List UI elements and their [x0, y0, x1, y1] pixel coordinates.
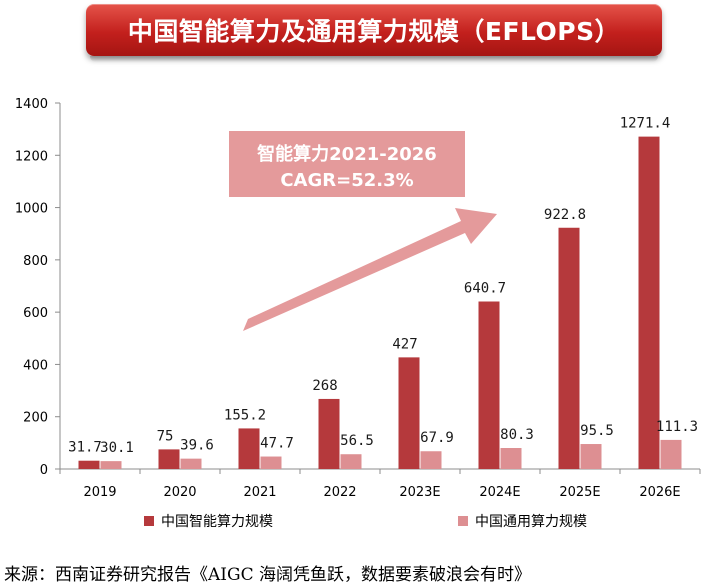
data-label-general-compute: 80.3 — [500, 427, 534, 443]
cagr-callout-line2: CAGR=52.3% — [280, 170, 413, 191]
data-label-general-compute: 39.6 — [180, 438, 214, 454]
y-tick-label: 1000 — [15, 202, 48, 217]
x-tick-label: 2024E — [479, 485, 520, 500]
cagr-callout-line1: 智能算力2021-2026 — [257, 143, 437, 165]
data-label-general-compute: 67.9 — [420, 430, 454, 446]
data-label-intelligent-compute: 31.7 — [68, 440, 102, 456]
x-tick-label: 2019 — [83, 485, 116, 500]
bar-general-compute — [420, 451, 442, 469]
legend-label: 中国智能算力规模 — [161, 514, 273, 530]
bar-general-compute — [180, 458, 202, 469]
source-note: 来源：西南证券研究报告《AIGC 海阔凭鱼跃，数据要素破浪会有时》 — [4, 565, 531, 585]
x-tick-label: 2020 — [163, 485, 196, 500]
x-tick-label: 2026E — [639, 485, 680, 500]
bar-intelligent-compute — [478, 301, 500, 469]
data-label-intelligent-compute: 640.7 — [464, 281, 506, 297]
data-label-general-compute: 56.5 — [340, 433, 374, 449]
x-tick-label: 2025E — [559, 485, 600, 500]
x-tick-label: 2022 — [323, 485, 356, 500]
y-tick-label: 200 — [23, 411, 48, 426]
bar-intelligent-compute — [78, 460, 100, 469]
data-label-general-compute: 111.3 — [656, 419, 698, 435]
bar-general-compute — [260, 456, 282, 469]
data-label-intelligent-compute: 922.8 — [544, 207, 586, 223]
bar-intelligent-compute — [638, 136, 660, 469]
legend-swatch — [458, 516, 468, 526]
x-tick-label: 2023E — [399, 485, 440, 500]
bar-intelligent-compute — [558, 227, 580, 469]
y-tick-label: 1200 — [15, 149, 48, 164]
bar-intelligent-compute — [398, 357, 420, 469]
legend-label: 中国通用算力规模 — [475, 514, 587, 530]
y-tick-label: 600 — [23, 306, 48, 321]
y-tick-label: 800 — [23, 254, 48, 269]
trend-arrow — [243, 208, 497, 331]
y-tick-label: 1400 — [15, 97, 48, 112]
y-tick-label: 0 — [40, 463, 48, 478]
bar-intelligent-compute — [158, 449, 180, 469]
data-label-intelligent-compute: 268 — [312, 378, 337, 394]
data-label-intelligent-compute: 155.2 — [224, 407, 266, 423]
legend-swatch — [144, 516, 154, 526]
banner-shadow — [90, 56, 658, 62]
x-tick-label: 2021 — [243, 485, 276, 500]
data-label-intelligent-compute: 427 — [392, 336, 417, 352]
cagr-callout-box — [229, 131, 465, 197]
data-label-general-compute: 30.1 — [100, 440, 134, 456]
y-tick-label: 400 — [23, 358, 48, 373]
data-label-intelligent-compute: 75 — [157, 428, 174, 444]
bar-intelligent-compute — [238, 428, 260, 469]
data-label-general-compute: 47.7 — [260, 436, 294, 452]
bar-general-compute — [100, 461, 122, 469]
bar-general-compute — [340, 454, 362, 469]
data-label-general-compute: 95.5 — [580, 423, 614, 439]
data-label-intelligent-compute: 1271.4 — [620, 116, 671, 132]
bar-general-compute — [500, 448, 522, 469]
bar-chart: 0 200 400 600 800 1000 1200 1400 2019 2020 2021 202… — [15, 97, 701, 530]
bar-intelligent-compute — [318, 398, 340, 469]
bar-general-compute — [580, 444, 602, 469]
bar-general-compute — [660, 439, 682, 469]
chart-title: 中国智能算力及通用算力规模（EFLOPS） — [127, 17, 621, 46]
chart-title-banner: 中国智能算力及通用算力规模（EFLOPS） — [86, 4, 662, 56]
